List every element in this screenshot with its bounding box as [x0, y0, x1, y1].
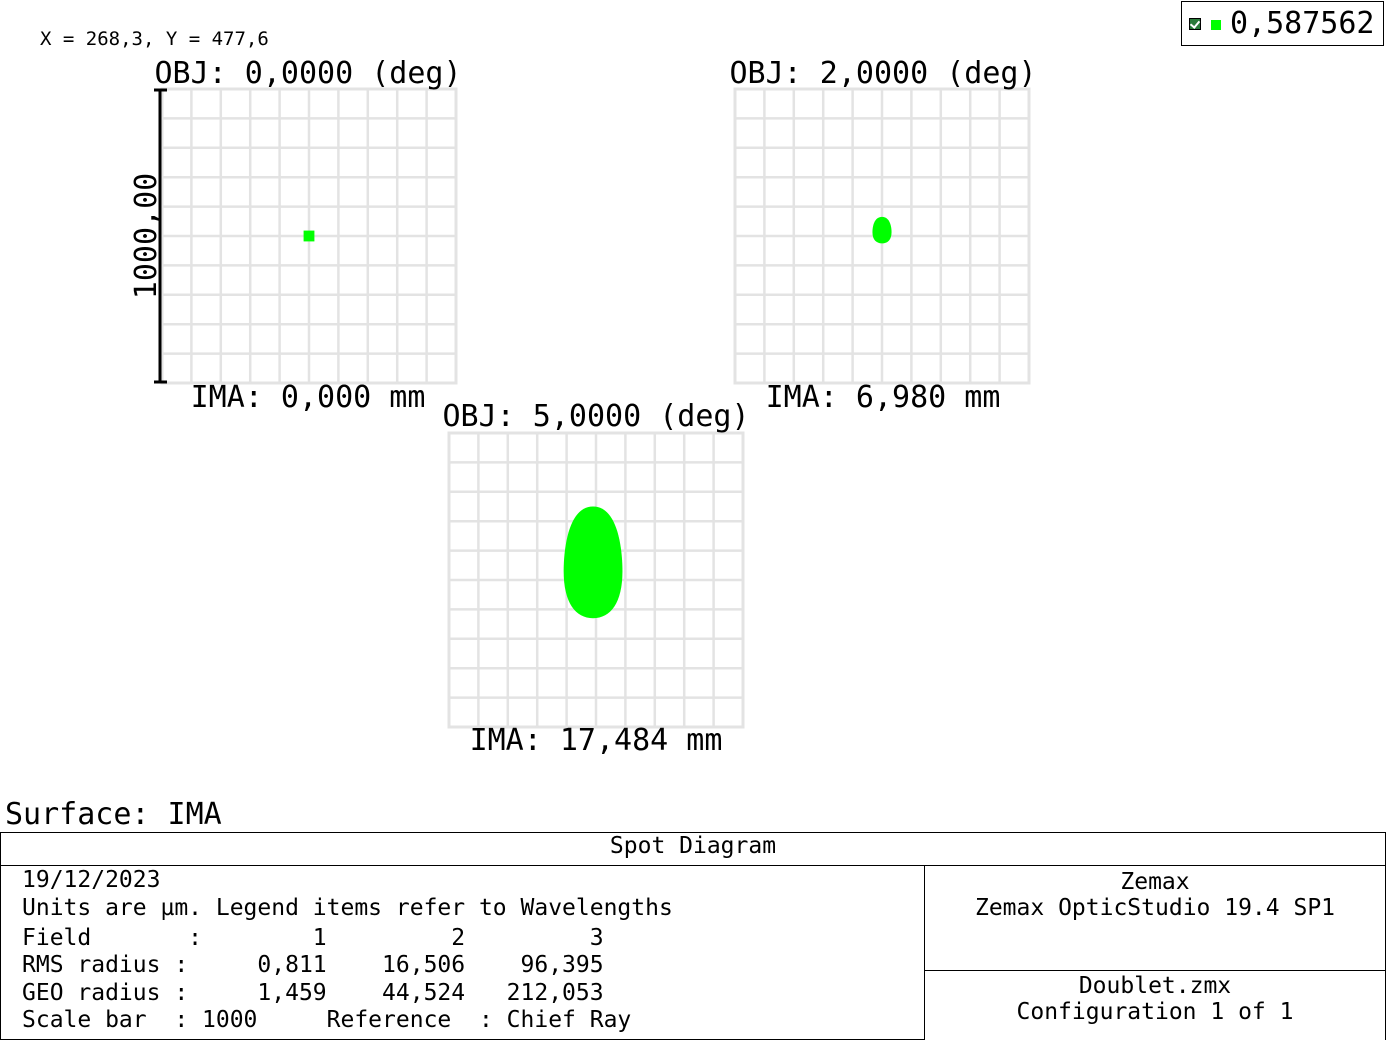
wavelength-color-swatch [1211, 20, 1221, 30]
spot-diagram-plot[interactable]: OBJ: 0,0000 (deg) IMA: 0,000 mm OBJ: 2,000… [0, 0, 1386, 790]
field-1-ima-label: IMA: 0,000 mm [191, 380, 426, 415]
geo-radius-row: GEO radius : 1,459 44,524 212,053 [22, 980, 604, 1006]
field-1-obj-label: OBJ: 0,0000 (deg) [154, 56, 461, 91]
title-block-title: Spot Diagram [609, 833, 777, 859]
field-1-spot [303, 230, 315, 242]
field-3-spot [563, 506, 623, 619]
field-2-obj-label: OBJ: 2,0000 (deg) [729, 56, 1036, 91]
rms-radius-row: RMS radius : 0,811 16,506 96,395 [22, 952, 604, 978]
lens-file-name: Doublet.zmx [1078, 973, 1232, 999]
wavelength-legend: 0,587562 [1181, 1, 1384, 46]
analysis-date: 19/12/2023 [22, 867, 161, 893]
surface-label: Surface: IMA [5, 797, 222, 832]
units-note: Units are µm. Legend items refer to Wave… [22, 895, 673, 921]
field-3-obj-label: OBJ: 5,0000 (deg) [442, 399, 749, 434]
configuration-label: Configuration 1 of 1 [1016, 999, 1294, 1025]
field-2-ima-label: IMA: 6,980 mm [766, 380, 1001, 415]
wavelength-value: 0,587562 [1230, 6, 1375, 41]
company-name: Zemax [1120, 869, 1190, 895]
cursor-coordinate-readout: X = 268,3, Y = 477,6 [40, 28, 269, 50]
software-version: Zemax OpticStudio 19.4 SP1 [974, 895, 1336, 921]
field-2-spot [872, 216, 892, 244]
field-row: Field : 1 2 3 [22, 925, 604, 951]
wavelength-checkbox[interactable] [1189, 18, 1201, 30]
scale-bar-label: 1000,00 [129, 173, 164, 299]
scale-bar-row: Scale bar : 1000 Reference : Chief Ray [22, 1007, 632, 1033]
field-3-ima-label: IMA: 17,484 mm [470, 723, 723, 758]
